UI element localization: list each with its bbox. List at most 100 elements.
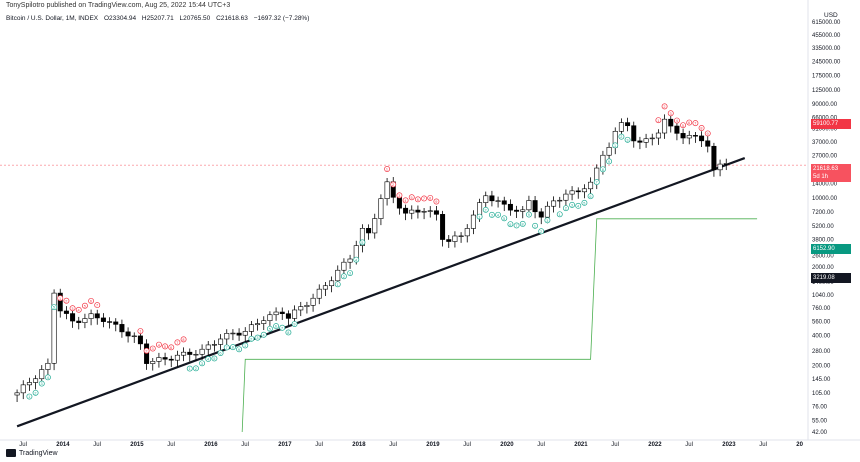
setup-marker [168, 344, 175, 351]
candle-body [335, 269, 341, 282]
candle-body [544, 205, 550, 218]
bottom-tag: 3219.08 [811, 273, 851, 283]
setup-count: 9 [608, 160, 610, 164]
setup-count: 1 [559, 213, 561, 217]
setup-count: 7 [694, 122, 696, 126]
setup-count: 5 [503, 217, 505, 221]
setup-count: 4 [263, 333, 265, 337]
setup-marker [229, 344, 236, 351]
setup-marker [562, 205, 569, 212]
setup-count: 2 [195, 367, 197, 371]
tradingview-logo[interactable]: TradingView [6, 449, 58, 457]
setup-count: 9 [293, 323, 295, 327]
setup-marker [482, 206, 489, 213]
candle-body [495, 200, 501, 202]
tradingview-logo-icon [6, 449, 16, 457]
setup-count: 7 [176, 341, 178, 345]
candle-body [181, 351, 187, 356]
setup-count: 3 [152, 347, 154, 351]
y-tick-label: 55.00 [812, 418, 828, 424]
candle-body [137, 335, 143, 345]
setup-marker [414, 196, 421, 203]
y-tick-label: 27000.00 [812, 154, 838, 160]
setup-count: 4 [404, 199, 406, 203]
setup-count: 5 [84, 304, 86, 308]
candle-body [279, 311, 285, 314]
setup-marker [273, 323, 280, 330]
setup-marker [180, 336, 187, 343]
setup-count: 1 [59, 297, 61, 301]
candle-body [372, 218, 378, 234]
x-tick-label: 2016 [204, 442, 218, 448]
setup-marker [340, 273, 347, 280]
candle-body [359, 228, 365, 246]
candle-body [606, 147, 612, 156]
y-tick-label: 3800.00 [812, 237, 834, 243]
candle-body [298, 306, 304, 311]
candle-body [403, 207, 409, 214]
candle-body [88, 313, 94, 319]
setup-marker [599, 166, 606, 173]
setup-marker [427, 194, 434, 201]
candle-body [261, 320, 267, 324]
stoploss-line [0, 164, 808, 433]
candle-body [236, 332, 242, 336]
candle-body [366, 228, 372, 234]
setup-count: 4 [676, 119, 678, 123]
setup-marker [396, 192, 403, 199]
candle-body [458, 235, 464, 237]
candle-body [705, 140, 711, 147]
setup-count: 8 [522, 222, 524, 226]
setup-count: 8 [182, 338, 184, 342]
candle-body [526, 200, 532, 211]
candle-body [20, 384, 26, 394]
setup-count: 9 [528, 213, 530, 217]
support-trendline [16, 157, 746, 428]
candle-body [211, 344, 217, 346]
setup-count: 5 [411, 196, 413, 200]
setup-marker [155, 341, 162, 348]
candle-body [193, 353, 199, 356]
setup-count: 3 [670, 112, 672, 116]
candle-body [563, 193, 569, 201]
candle-body [33, 378, 39, 383]
setup-marker [94, 302, 101, 309]
setup-marker [612, 142, 619, 149]
setup-marker [476, 213, 483, 220]
setup-marker [569, 201, 576, 208]
setup-marker [655, 117, 662, 124]
setup-count: 2 [343, 275, 345, 279]
setup-marker [587, 193, 594, 200]
candle-body [119, 324, 125, 333]
candle-body [156, 357, 162, 362]
setup-marker [38, 380, 45, 387]
setup-marker [384, 166, 391, 172]
setup-marker [667, 110, 674, 117]
setup-marker [692, 120, 699, 127]
candle-body [267, 314, 273, 321]
setup-marker [353, 256, 360, 263]
setup-marker [359, 239, 366, 246]
candle-body [76, 320, 82, 323]
setup-count: 5 [269, 327, 271, 331]
setup-count: 2 [540, 230, 542, 234]
candle-body [631, 125, 637, 142]
candle-body [588, 181, 594, 190]
x-tick-label: 2020 [500, 442, 514, 448]
setup-marker [507, 221, 514, 228]
stoploss-step-line [241, 218, 758, 433]
setup-marker [199, 360, 206, 367]
setup-marker [236, 346, 243, 353]
support-tag: 6152.90 [811, 244, 851, 254]
setup-count: 6 [219, 352, 221, 356]
candle-body [427, 210, 433, 212]
setup-marker [192, 365, 199, 372]
setup-count: 1 [244, 344, 246, 348]
setup-marker [217, 350, 224, 356]
setup-marker [618, 133, 625, 140]
y-tick-label: 76.00 [812, 405, 828, 411]
last-price-tag: 21618.63 5d 1h [811, 164, 851, 182]
candle-body [686, 135, 692, 139]
candle-body [100, 317, 106, 322]
